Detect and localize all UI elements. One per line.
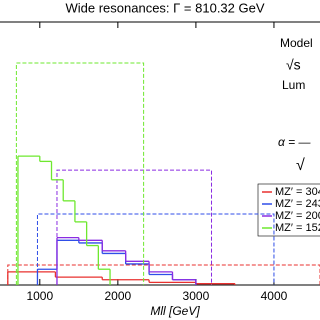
x-tick-label: 2000 [105, 289, 132, 303]
annotation: Model [280, 36, 313, 50]
annotation: √ [296, 157, 305, 174]
legend-label: MZ′ = 200 [275, 210, 320, 222]
legend-label: MZ′ = 152 [275, 222, 320, 234]
x-tick-label: 4000 [261, 289, 288, 303]
legend-label: MZ′ = 243 [275, 198, 320, 210]
window [56, 169, 213, 285]
annotation: Lum [282, 78, 305, 92]
chart-title: Wide resonances: Γ = 810.32 GeV [65, 0, 264, 15]
window [15, 62, 145, 285]
window [36, 213, 275, 285]
x-tick-label: 1000 [26, 289, 53, 303]
annotation: α = — [278, 135, 312, 149]
legend-label: MZ′ = 304 [275, 186, 320, 198]
x-axis-label: Mll [GeV] [150, 304, 200, 318]
x-tick-label: 3000 [183, 289, 210, 303]
annotation: √s [286, 57, 301, 73]
